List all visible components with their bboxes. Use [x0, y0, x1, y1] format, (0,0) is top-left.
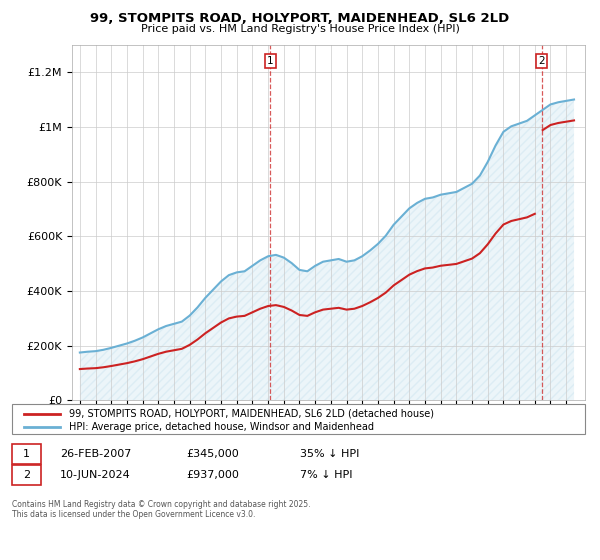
Text: 2: 2 — [23, 470, 30, 480]
Text: HPI: Average price, detached house, Windsor and Maidenhead: HPI: Average price, detached house, Wind… — [69, 422, 374, 432]
Text: 7% ↓ HPI: 7% ↓ HPI — [300, 470, 353, 480]
Text: 1: 1 — [23, 449, 30, 459]
Text: Price paid vs. HM Land Registry's House Price Index (HPI): Price paid vs. HM Land Registry's House … — [140, 24, 460, 34]
Text: 99, STOMPITS ROAD, HOLYPORT, MAIDENHEAD, SL6 2LD: 99, STOMPITS ROAD, HOLYPORT, MAIDENHEAD,… — [91, 12, 509, 25]
Text: 1: 1 — [267, 56, 274, 66]
Text: £345,000: £345,000 — [186, 449, 239, 459]
Text: 99, STOMPITS ROAD, HOLYPORT, MAIDENHEAD, SL6 2LD (detached house): 99, STOMPITS ROAD, HOLYPORT, MAIDENHEAD,… — [69, 409, 434, 419]
Text: 26-FEB-2007: 26-FEB-2007 — [60, 449, 131, 459]
Text: 10-JUN-2024: 10-JUN-2024 — [60, 470, 131, 480]
Text: £937,000: £937,000 — [186, 470, 239, 480]
Text: 2: 2 — [539, 56, 545, 66]
Text: 35% ↓ HPI: 35% ↓ HPI — [300, 449, 359, 459]
Text: Contains HM Land Registry data © Crown copyright and database right 2025.
This d: Contains HM Land Registry data © Crown c… — [12, 500, 311, 519]
